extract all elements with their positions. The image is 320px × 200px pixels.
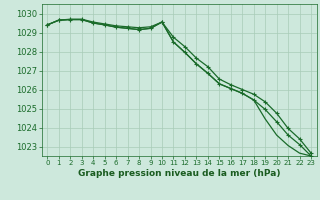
X-axis label: Graphe pression niveau de la mer (hPa): Graphe pression niveau de la mer (hPa) (78, 169, 280, 178)
